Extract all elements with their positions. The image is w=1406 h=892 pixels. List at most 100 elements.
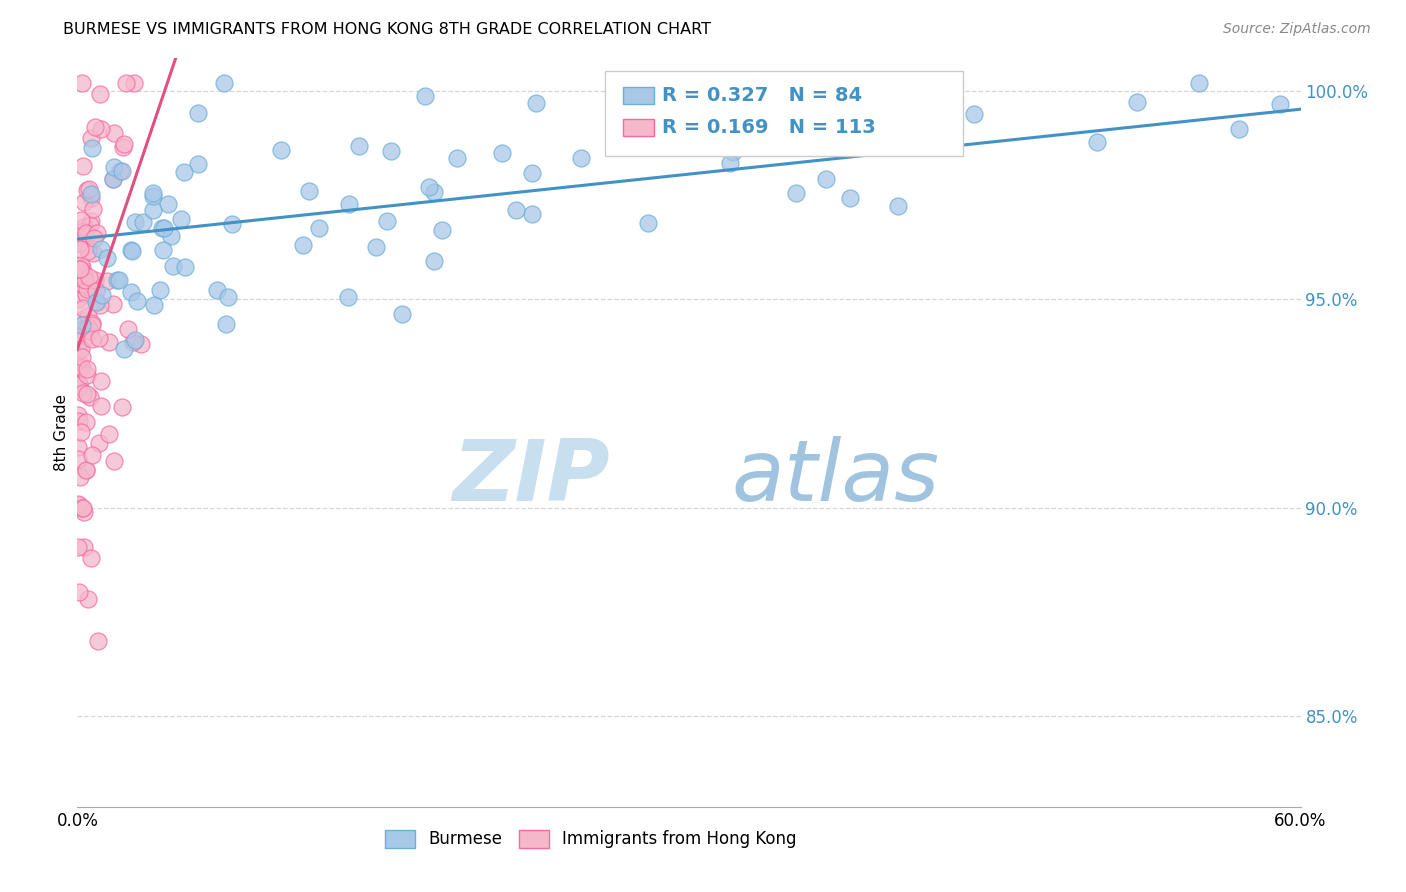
Point: [110, 164, 132, 178]
Point: [723, 145, 745, 159]
Point: [82, 246, 104, 260]
Point: [90, 242, 112, 256]
Point: [79, 218, 101, 232]
Point: [779, 87, 801, 102]
Point: [73, 540, 96, 554]
Point: [67, 440, 90, 454]
Point: [69, 261, 91, 276]
Point: [814, 171, 837, 186]
Point: [73, 268, 96, 282]
Point: [80, 551, 103, 566]
Point: [70, 323, 93, 337]
Point: [430, 223, 453, 237]
Point: [73, 194, 96, 209]
Point: [67, 377, 90, 392]
Point: [76, 386, 98, 401]
Point: [70, 213, 93, 227]
Text: atlas: atlas: [731, 436, 939, 519]
Point: [70, 359, 93, 373]
Point: [70, 318, 93, 333]
Point: [103, 161, 125, 175]
Point: [142, 186, 165, 200]
Text: BURMESE VS IMMIGRANTS FROM HONG KONG 8TH GRADE CORRELATION CHART: BURMESE VS IMMIGRANTS FROM HONG KONG 8TH…: [63, 22, 711, 37]
Point: [755, 77, 778, 91]
Point: [73, 505, 96, 519]
Point: [75, 287, 97, 301]
Point: [157, 197, 180, 211]
Point: [76, 320, 98, 334]
Point: [70, 350, 93, 364]
Point: [75, 462, 97, 476]
Point: [70, 260, 93, 274]
Point: [77, 182, 100, 196]
Point: [887, 199, 910, 213]
Point: [212, 76, 235, 90]
Point: [70, 501, 93, 516]
Point: [67, 228, 90, 243]
Point: [422, 185, 444, 199]
Point: [377, 213, 399, 227]
Point: [67, 498, 90, 512]
Point: [89, 331, 111, 345]
Point: [90, 122, 112, 136]
Point: [69, 261, 91, 276]
Point: [72, 301, 94, 315]
Point: [79, 280, 101, 294]
Point: [159, 229, 181, 244]
Point: [77, 244, 100, 259]
Point: [349, 139, 371, 153]
Point: [96, 251, 118, 265]
Point: [117, 322, 139, 336]
Point: [569, 152, 592, 166]
Point: [124, 215, 146, 229]
Point: [101, 171, 124, 186]
Point: [215, 317, 238, 331]
Point: [70, 259, 93, 273]
Point: [73, 273, 96, 287]
Point: [391, 307, 413, 321]
Point: [67, 360, 90, 375]
Point: [152, 220, 174, 235]
Point: [754, 133, 776, 147]
Point: [72, 386, 94, 401]
Point: [173, 260, 195, 275]
Point: [76, 361, 98, 376]
Point: [67, 236, 90, 251]
Point: [70, 342, 93, 356]
Point: [69, 470, 91, 484]
Point: [112, 342, 135, 356]
Point: [446, 151, 468, 165]
Point: [963, 106, 986, 120]
Y-axis label: 8th Grade: 8th Grade: [53, 394, 69, 471]
Point: [83, 231, 105, 245]
Legend: Burmese, Immigrants from Hong Kong: Burmese, Immigrants from Hong Kong: [378, 823, 804, 855]
Point: [89, 436, 111, 450]
Point: [98, 426, 121, 441]
Point: [882, 128, 904, 142]
Point: [79, 324, 101, 338]
Point: [67, 271, 90, 285]
Point: [1229, 121, 1251, 136]
Point: [82, 448, 104, 462]
Point: [520, 166, 543, 180]
Point: [80, 141, 103, 155]
Point: [76, 368, 98, 383]
Point: [86, 226, 108, 240]
Point: [67, 451, 90, 466]
Point: [153, 221, 176, 235]
Point: [782, 112, 804, 127]
Point: [79, 390, 101, 404]
Point: [96, 274, 118, 288]
Point: [84, 295, 107, 310]
Point: [80, 318, 103, 333]
Point: [115, 76, 138, 90]
Point: [103, 126, 125, 140]
Point: [522, 207, 544, 221]
Point: [80, 191, 103, 205]
Point: [67, 292, 90, 306]
Point: [89, 298, 111, 312]
Point: [69, 243, 91, 257]
Point: [80, 214, 103, 228]
Point: [80, 332, 103, 346]
Point: [129, 336, 152, 351]
